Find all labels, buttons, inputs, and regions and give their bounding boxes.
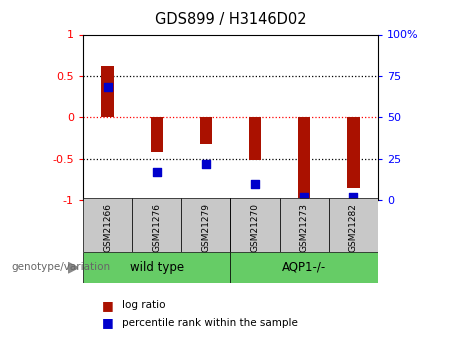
Text: percentile rank within the sample: percentile rank within the sample	[122, 318, 298, 327]
Text: GSM21276: GSM21276	[152, 203, 161, 252]
Text: GSM21273: GSM21273	[300, 203, 309, 252]
Text: ■: ■	[101, 299, 113, 312]
FancyBboxPatch shape	[329, 198, 378, 252]
Text: GSM21282: GSM21282	[349, 203, 358, 252]
FancyBboxPatch shape	[230, 198, 280, 252]
Point	[202, 161, 210, 166]
FancyBboxPatch shape	[230, 252, 378, 283]
Bar	[347, 117, 360, 188]
Text: GDS899 / H3146D02: GDS899 / H3146D02	[155, 12, 306, 27]
FancyBboxPatch shape	[181, 198, 230, 252]
Bar	[151, 117, 163, 152]
Text: GSM21279: GSM21279	[201, 203, 210, 252]
FancyBboxPatch shape	[83, 198, 132, 252]
Point	[350, 194, 357, 199]
Bar	[200, 117, 212, 144]
Bar	[298, 117, 310, 198]
Bar	[249, 117, 261, 160]
Text: AQP1-/-: AQP1-/-	[282, 261, 326, 274]
Text: GSM21270: GSM21270	[251, 203, 260, 252]
Polygon shape	[68, 263, 78, 273]
Bar	[101, 66, 114, 117]
FancyBboxPatch shape	[280, 198, 329, 252]
Text: ■: ■	[101, 316, 113, 329]
Text: genotype/variation: genotype/variation	[12, 263, 111, 272]
Point	[301, 194, 308, 199]
Text: wild type: wild type	[130, 261, 184, 274]
FancyBboxPatch shape	[132, 198, 181, 252]
Point	[251, 181, 259, 186]
Text: log ratio: log ratio	[122, 300, 165, 310]
Text: GSM21266: GSM21266	[103, 203, 112, 252]
Point	[104, 85, 111, 90]
Point	[153, 169, 160, 175]
FancyBboxPatch shape	[83, 252, 230, 283]
